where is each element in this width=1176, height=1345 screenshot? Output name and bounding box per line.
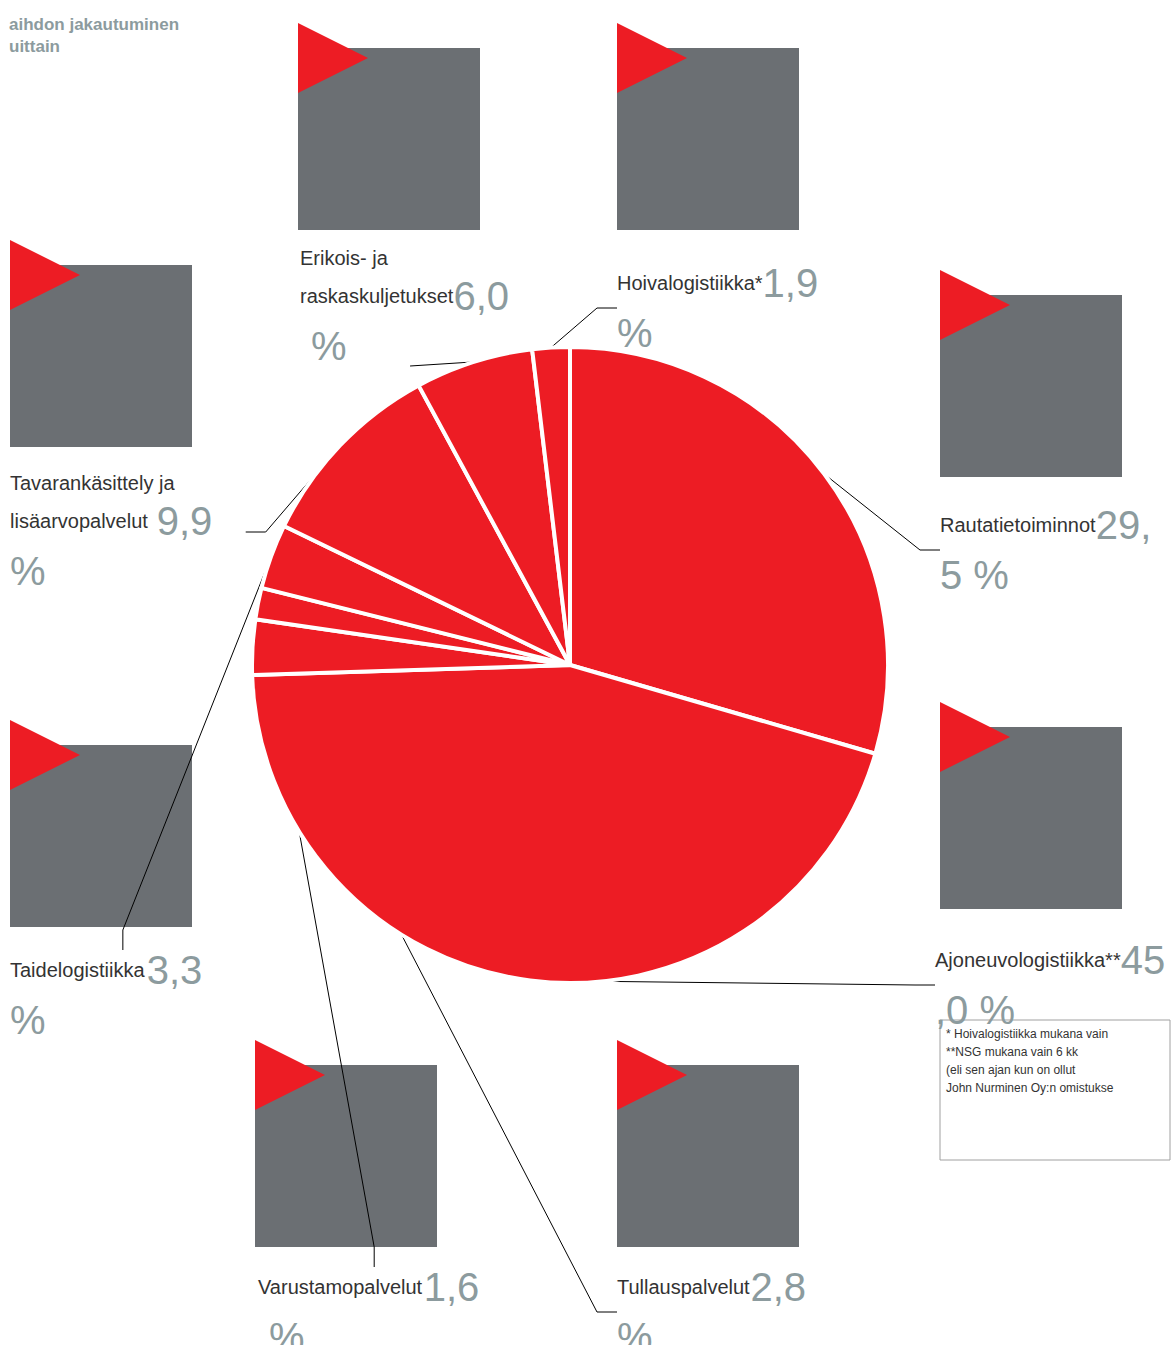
svg-text:(eli sen ajan kun on ollut: (eli sen ajan kun on ollut (946, 1063, 1076, 1077)
svg-text:* Hoivalogistiikka mukana vain: * Hoivalogistiikka mukana vain (946, 1027, 1108, 1041)
svg-text:%: % (258, 1315, 305, 1345)
svg-text:5 %: 5 % (940, 553, 1009, 597)
svg-text:%: % (10, 549, 46, 593)
svg-text:45: 45 (1121, 938, 1166, 982)
svg-text:lisäarvopalvelut: lisäarvopalvelut (10, 510, 148, 532)
svg-text:3,3: 3,3 (147, 948, 214, 992)
svg-text:%: % (10, 998, 46, 1042)
svg-text:Varustamopalvelut: Varustamopalvelut (258, 1276, 423, 1298)
svg-text:uittain: uittain (9, 37, 60, 56)
svg-text:9,9: 9,9 (157, 499, 224, 543)
svg-text:Taidelogistiikka: Taidelogistiikka (10, 959, 145, 981)
svg-text:Tullauspalvelut: Tullauspalvelut (617, 1276, 750, 1298)
svg-text:%: % (617, 1315, 653, 1345)
svg-text:%: % (300, 324, 347, 368)
svg-text:29,: 29, (1096, 503, 1152, 547)
svg-text:raskaskuljetukset: raskaskuljetukset (300, 285, 454, 307)
svg-text:aihdon jakautuminen: aihdon jakautuminen (9, 15, 179, 34)
svg-text:Tavarankäsittely ja: Tavarankäsittely ja (10, 472, 180, 494)
svg-text:1,9: 1,9 (763, 261, 830, 305)
svg-text:2,8: 2,8 (750, 1265, 817, 1309)
svg-text:John Nurminen Oy:n omistukse: John Nurminen Oy:n omistukse (946, 1081, 1114, 1095)
svg-text:1,6: 1,6 (424, 1265, 480, 1309)
svg-text:Hoivalogistiikka*: Hoivalogistiikka* (617, 272, 763, 294)
svg-text:,0 %: ,0 % (935, 988, 1015, 1032)
svg-text:%: % (617, 311, 653, 355)
svg-text:Rautatietoiminnot: Rautatietoiminnot (940, 514, 1096, 536)
svg-text:Erikois- ja: Erikois- ja (300, 247, 393, 269)
svg-text:Ajoneuvologistiikka**: Ajoneuvologistiikka** (935, 949, 1121, 971)
svg-text:6,0: 6,0 (453, 274, 509, 318)
svg-text:**NSG mukana vain 6 kk: **NSG mukana vain 6 kk (946, 1045, 1079, 1059)
